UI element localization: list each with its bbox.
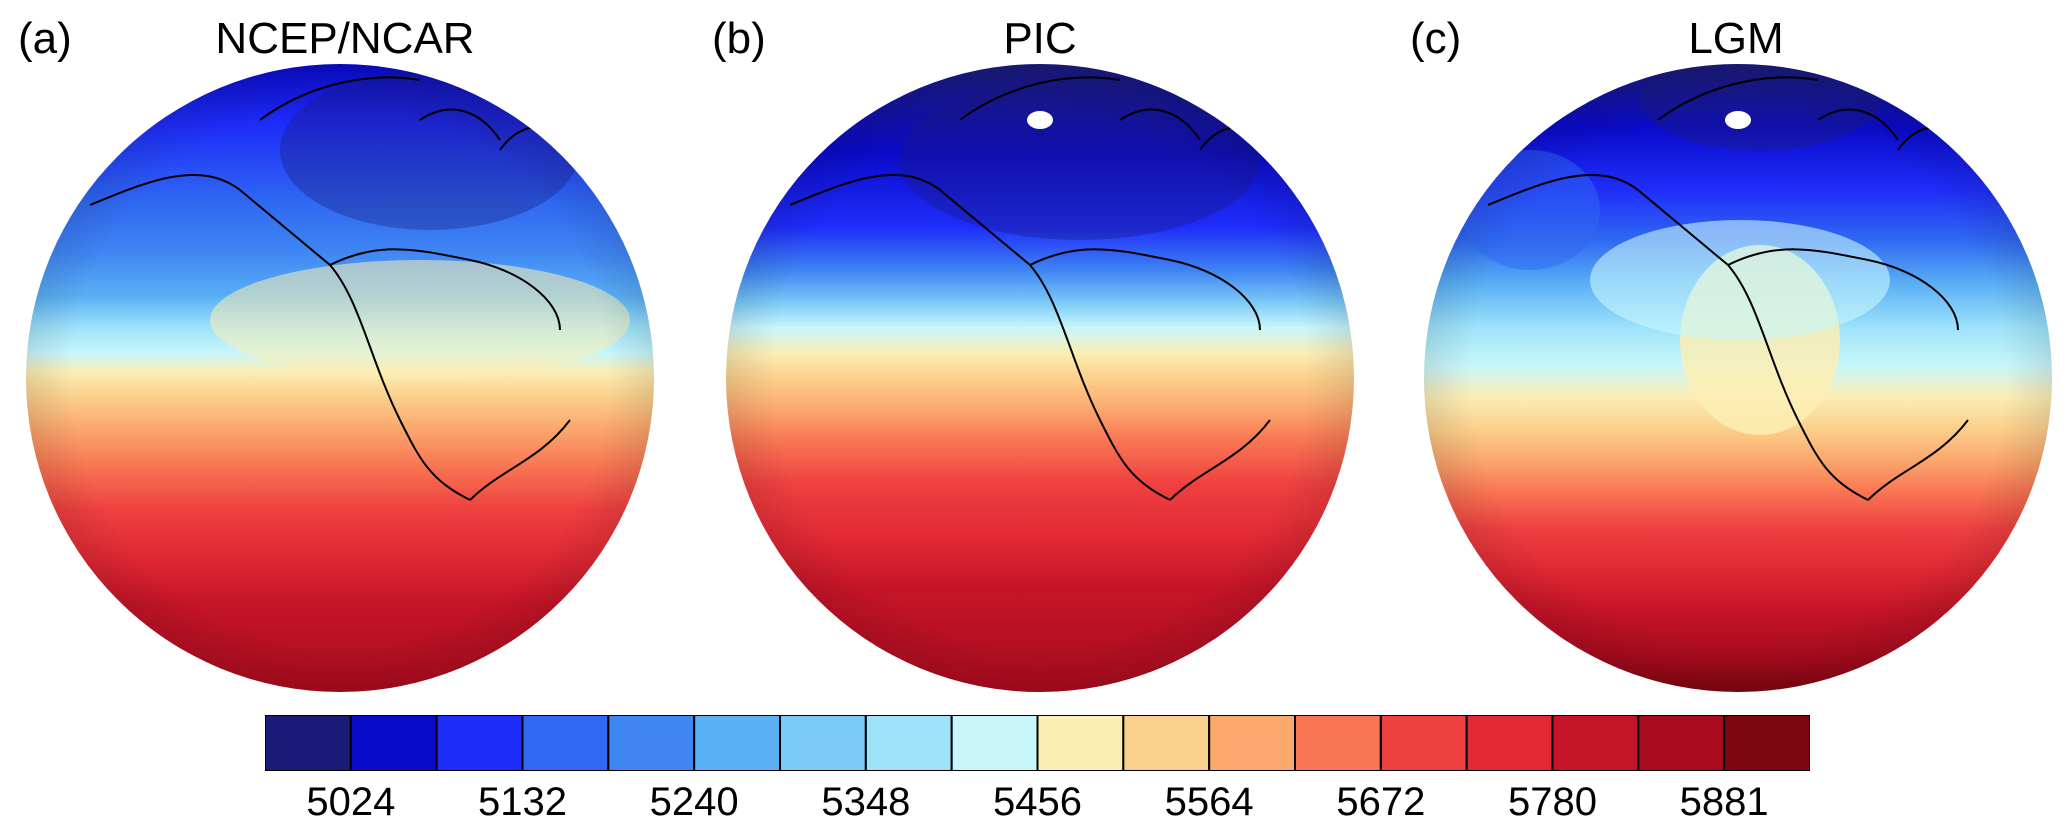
- colorbar-tick-label: 5564: [1164, 780, 1254, 824]
- colorbar-tick-label: 5348: [821, 780, 911, 824]
- colorbar-swatch: [1637, 715, 1726, 771]
- colorbar-swatch: [1208, 715, 1297, 771]
- colorbar-tick-label: 5456: [993, 780, 1082, 824]
- colorbar-swatch: [1122, 715, 1211, 771]
- colorbar-swatch: [693, 715, 781, 771]
- colorbar-swatch: [607, 715, 696, 771]
- colorbar: [265, 715, 1810, 771]
- colorbar-swatch: [349, 715, 438, 771]
- map-panels: [26, 64, 2052, 692]
- colorbar-tick-label: 5881: [1679, 780, 1769, 824]
- globe-b: [726, 64, 1354, 692]
- colorbar-tick-label: 5132: [478, 780, 567, 824]
- panel-letter-b: (b): [712, 14, 766, 63]
- panel-title-b: PIC: [1003, 14, 1077, 63]
- colorbar-swatch: [1465, 715, 1554, 771]
- colorbar-swatch: [1294, 715, 1382, 771]
- colorbar-tick-label: 5024: [306, 780, 396, 824]
- colorbar-swatch: [435, 715, 524, 771]
- colorbar-swatch: [1551, 715, 1640, 771]
- colorbar-swatch: [779, 715, 867, 771]
- colorbar-swatch: [521, 715, 610, 771]
- panel-title-a: NCEP/NCAR: [215, 14, 475, 63]
- colorbar-swatch: [1036, 715, 1125, 771]
- colorbar-swatch: [950, 715, 1039, 771]
- panel-title-c: LGM: [1688, 14, 1784, 63]
- colorbar-swatch: [1379, 715, 1468, 771]
- colorbar-tick-label: 5672: [1336, 780, 1426, 824]
- colorbar-swatch: [864, 715, 953, 771]
- panel-letter-a: (a): [18, 14, 72, 63]
- colorbar-swatch: [1723, 715, 1810, 771]
- colorbar-tick-label: 5240: [649, 780, 739, 824]
- globe-a: [26, 64, 654, 692]
- globe-c: [1424, 64, 2052, 692]
- colorbar-tick-label: 5780: [1508, 780, 1597, 824]
- colorbar-swatch: [265, 715, 352, 771]
- panel-letter-c: (c): [1410, 14, 1462, 63]
